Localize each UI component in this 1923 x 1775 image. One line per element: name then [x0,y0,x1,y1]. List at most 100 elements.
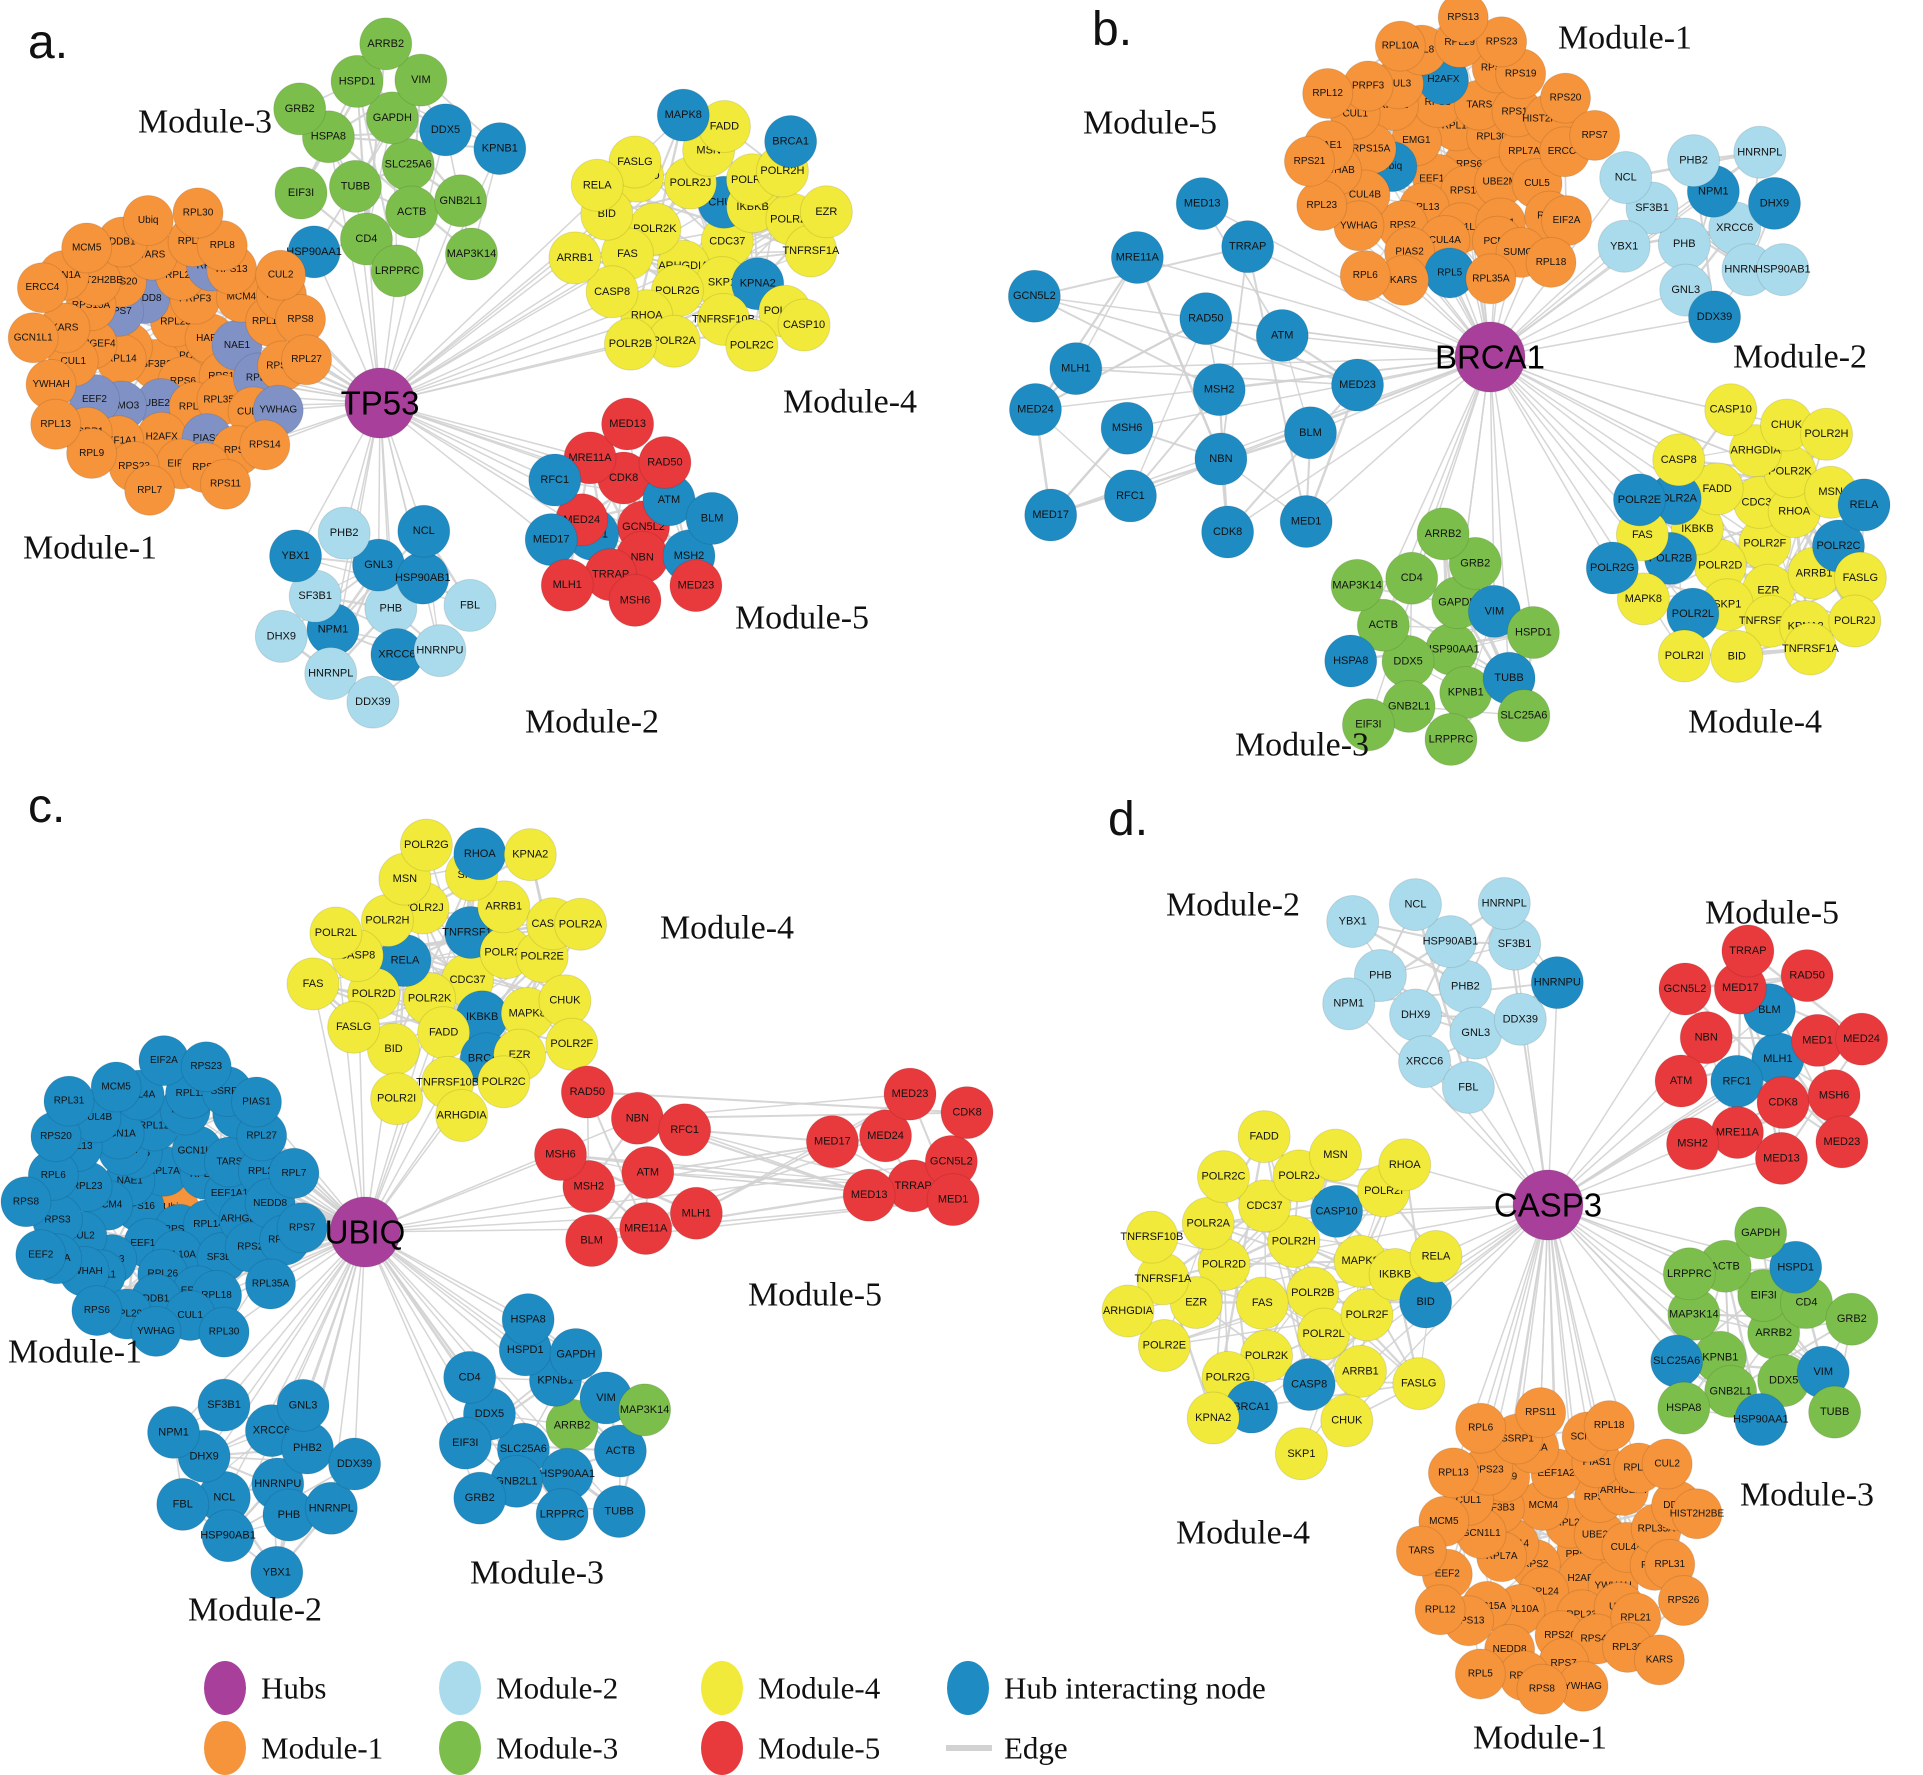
node-label: RPS13 [1453,1615,1485,1626]
node-label: RPS14 [1450,185,1482,196]
node-RPL5 [1454,1648,1506,1700]
node-label: POLR2K [408,993,452,1005]
node-label: YWHAH [66,1266,103,1277]
node-label: RHOA [464,848,496,860]
node-CDC37 [1238,1179,1292,1233]
node-label: EEF2 [82,394,107,405]
node-label: RPL35A [1472,273,1510,284]
node-label: RPS26 [1668,1595,1700,1606]
node-label: GRB2 [1837,1313,1867,1325]
node-RPL30 [198,1306,250,1358]
legend-dot-module-2 [439,1661,481,1715]
node-label: RPL23 [1566,1609,1597,1620]
node-label: TUBB [341,180,370,192]
node-label: CUL4A [1611,1542,1644,1553]
module-label-a-Module-2: Module-2 [525,704,659,741]
node-GCN5L2 [1658,962,1712,1016]
node-label: CUL2 [69,1231,95,1242]
edge [1251,1382,1419,1408]
node-label: HSP90AA1 [1733,1414,1789,1426]
node-label: HSPD1 [339,75,376,87]
node-label: POLR2C [482,1076,526,1088]
hub-edge [1227,356,1491,533]
node-label: HSPA8 [1666,1402,1701,1414]
node-POLR2B [603,317,657,371]
node-LRPPRC [370,244,424,298]
node-label: ERCC4 [1548,146,1582,157]
node-label: RPL6 [1468,1423,1493,1434]
node-label: MSH2 [674,550,705,562]
node-label: TRRAP [894,1180,931,1192]
node-label: EEF2 [1435,1569,1460,1580]
node-label: MCM5 [101,1082,131,1093]
node-label: FBL [1458,1081,1478,1093]
node-label: GCN5L2 [622,521,665,533]
nodes-panel-d: PHB2 DHX9 HSP90AB1 GNL3 PHB SF3B1 XRCC6 NCL DDX3… [1101,876,1889,1715]
node-label: MED13 [851,1189,888,1201]
node-label: TARS [1408,1545,1434,1556]
node-label: NCL [413,525,435,537]
node-label: HSP90AB1 [395,572,451,584]
node-label: RPL11 [176,1088,206,1099]
labels-panel-c: Module-4 Module-1 Module-5 Module-2 Module-3… [8,780,882,1629]
node-KARS [1633,1634,1685,1686]
node-label: RPL24 [1528,1587,1559,1598]
node-label: GAPDH [373,112,412,124]
node-HNRNPL [304,1481,358,1535]
node-label: NEDD8 [253,1198,287,1209]
node-label: YWHAH [32,379,69,390]
node-label: MED13 [1763,1152,1800,1164]
node-RAD50 [1780,949,1834,1003]
node-EIF3I [274,166,328,220]
node-label: MED17 [1032,509,1069,521]
module-label-b-Module-1: Module-1 [1558,20,1692,57]
node-MED23 [1331,358,1385,412]
node-GAPDH [1734,1206,1788,1260]
node-MED23 [883,1067,937,1121]
node-label: DDX5 [1769,1375,1798,1387]
node-MAPK8 [656,88,710,142]
node-label: POLR2F [1346,1309,1389,1321]
node-label: MED1 [1291,516,1322,528]
edge [684,1129,870,1196]
node-label: RPS13 [1447,12,1479,23]
module-label-d-Module-2: Module-2 [1166,887,1300,924]
node-label: CUL2 [1654,1459,1680,1470]
node-DDX39 [1493,992,1547,1046]
hub-node-UBIQ [329,1196,401,1268]
node-label: EIF3I [452,1437,478,1449]
legend-label: Hubs [261,1671,326,1706]
node-label: TUBB [1820,1406,1849,1418]
node-label: RHOA [1389,1159,1421,1171]
node-label: EEF1A1 [100,435,138,446]
node-label: RPL26 [147,1269,178,1280]
node-EZR [799,185,853,239]
node-MED13 [1754,1131,1808,1185]
node-label: GRB2 [465,1492,495,1504]
node-label: MAPK8 [509,1007,546,1019]
node-label: MSH6 [545,1148,576,1160]
node-label: EEF1A2 [1538,1468,1576,1479]
module-label-d-Module-4: Module-4 [1176,1515,1310,1552]
node-label: RPS19 [1505,68,1537,79]
node-label: POLR2H [365,915,409,927]
node-label: MED23 [1824,1136,1861,1148]
node-RPS23 [1476,16,1528,68]
node-label: RPL13 [1438,1467,1469,1478]
node-label: MED13 [1184,198,1221,210]
node-label: PIAS1 [1583,1457,1612,1468]
node-label: GCN1L1 [14,332,53,343]
node-label: RPS6 [84,1305,111,1316]
hub-edge [1547,988,1686,1206]
node-label: MSN [1323,1149,1348,1161]
node-MCM5 [90,1061,142,1113]
node-label: EEF1A2 [130,1238,168,1249]
node-HSPA8 [1324,634,1378,688]
node-label: ARHGDIA [437,1109,488,1121]
node-label: RHOA [631,310,663,322]
module-label-c-Module-3: Module-3 [470,1555,604,1592]
node-label: RPL29 [1623,1462,1654,1473]
node-label: RPL8 [210,240,235,251]
node-label: H2AFX [1567,1573,1600,1584]
node-label: CD4 [459,1371,481,1383]
